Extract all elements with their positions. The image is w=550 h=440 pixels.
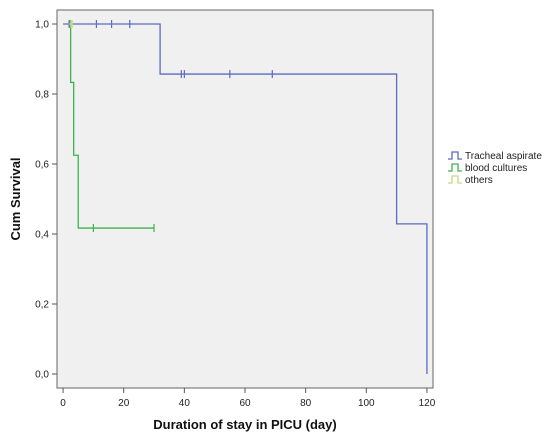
x-tick-label: 80 [300, 398, 312, 409]
legend-label-3: others [465, 175, 493, 186]
series-line-2 [69, 23, 155, 229]
x-axis: 0 20 40 60 80 100 120 [60, 388, 436, 409]
x-tick-label: 20 [118, 398, 130, 409]
series-layer [63, 20, 428, 374]
legend-swatch-2 [448, 163, 462, 172]
x-axis-title: Duration of stay in PICU (day) [153, 417, 336, 432]
x-tick-label: 60 [239, 398, 251, 409]
y-tick-label: 0,2 [35, 300, 49, 311]
legend-label-2: blood cultures [465, 163, 527, 174]
x-tick-label: 100 [358, 398, 375, 409]
y-tick-label: 0,4 [35, 230, 49, 241]
plot-area [56, 9, 434, 389]
legend-swatch-3 [448, 175, 462, 184]
y-tick-label: 1,0 [35, 20, 49, 31]
y-axis: 0,0 0,2 0,4 0,6 0,8 1,0 [35, 20, 57, 381]
legend-swatch-1 [448, 151, 462, 160]
y-tick-label: 0,8 [35, 90, 49, 101]
y-tick-label: 0,6 [35, 160, 49, 171]
x-tick-label: 0 [60, 398, 66, 409]
legend-label-1: Tracheal aspirate [465, 151, 542, 162]
x-tick-label: 120 [419, 398, 436, 409]
x-tick-label: 40 [179, 398, 191, 409]
y-axis-title: Cum Survival [8, 157, 23, 240]
y-tick-label: 0,0 [35, 370, 49, 381]
series-line-1 [63, 23, 428, 374]
